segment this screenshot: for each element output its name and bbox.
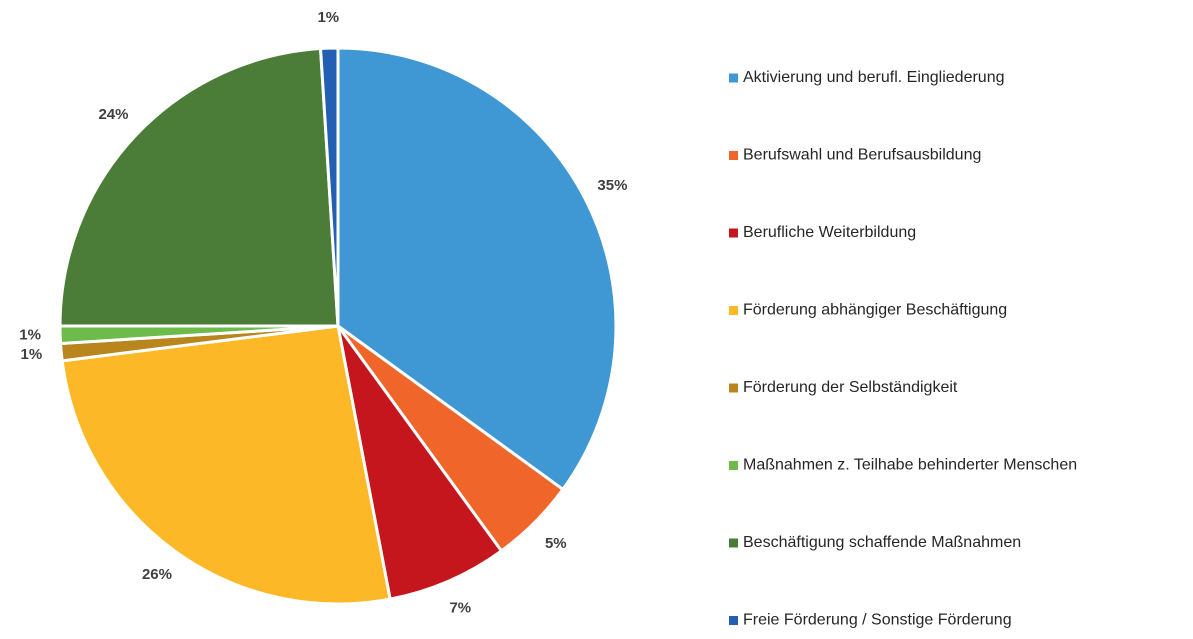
legend-label: Förderung der Selbständigkeit [743,379,958,396]
data-label: 24% [98,106,128,123]
legend-label: Berufliche Weiterbildung [743,224,916,241]
legend-swatch [729,538,738,548]
data-label: 1% [21,346,43,363]
pie-slice [60,324,392,606]
data-label: 5% [545,535,567,552]
pie-slice [58,47,340,328]
data-label: 1% [317,9,339,26]
legend-swatch [729,383,738,393]
data-label: 35% [597,177,627,194]
legend-swatch [729,461,738,470]
data-label: 26% [142,566,172,583]
legend-swatch [729,151,738,160]
data-label: 7% [449,600,471,617]
legend-label: Förderung abhängiger Beschäftigung [743,302,1007,319]
legend-label: Berufswahl und Berufsausbildung [743,147,981,164]
legend-swatch [729,306,738,315]
pie-slice [336,46,618,491]
legend-label: Beschäftigung schaffende Maßnahmen [743,534,1021,551]
legend-swatch [729,73,738,83]
pie-slice [336,324,503,601]
legend-label: Aktivierung und berufl. Eingliederung [743,69,1005,86]
legend-swatch [729,228,738,238]
legend-swatch [729,616,738,625]
pie-slice [319,46,340,328]
legend-label: Maßnahmen z. Teilhabe behinderter Mensch… [743,457,1077,474]
legend-label: Freie Förderung / Sonstige Förderung [743,612,1012,629]
data-label: 1% [19,327,41,344]
